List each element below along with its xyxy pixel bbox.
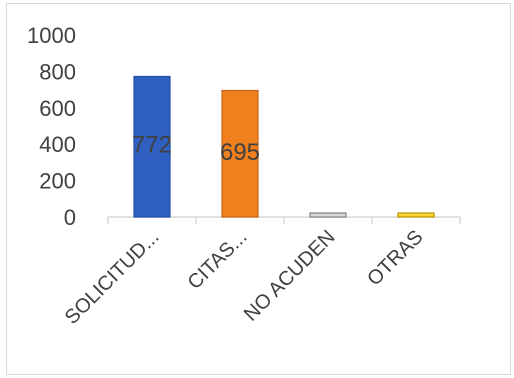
x-tick-label: NO ACUDEN: [240, 226, 340, 326]
y-tick-label: 800: [39, 59, 76, 84]
bar-2: [221, 89, 259, 218]
data-labels: 772 695: [132, 132, 260, 166]
x-tick-label: CITAS...: [184, 226, 252, 294]
x-tick-label: OTRAS: [363, 226, 427, 290]
bar-1: [133, 75, 171, 218]
y-tick-label: 1000: [27, 23, 76, 48]
data-label-2: 695: [220, 139, 260, 166]
y-tick-label: 0: [64, 205, 76, 230]
y-tick-label: 600: [39, 96, 76, 121]
bars: [133, 75, 435, 218]
bar-3: [309, 212, 347, 218]
x-tick-label: SOLICITUD...: [61, 226, 164, 329]
y-axis: 0 200 400 600 800 1000: [27, 23, 76, 230]
x-axis-labels: SOLICITUD... CITAS...NO ACUDEN OTRAS: [61, 226, 428, 329]
x-axis-ticks: [107, 217, 461, 224]
bar-4: [397, 212, 435, 218]
y-tick-label: 200: [39, 169, 76, 194]
y-tick-label: 400: [39, 132, 76, 157]
data-label-1: 772: [132, 132, 172, 159]
